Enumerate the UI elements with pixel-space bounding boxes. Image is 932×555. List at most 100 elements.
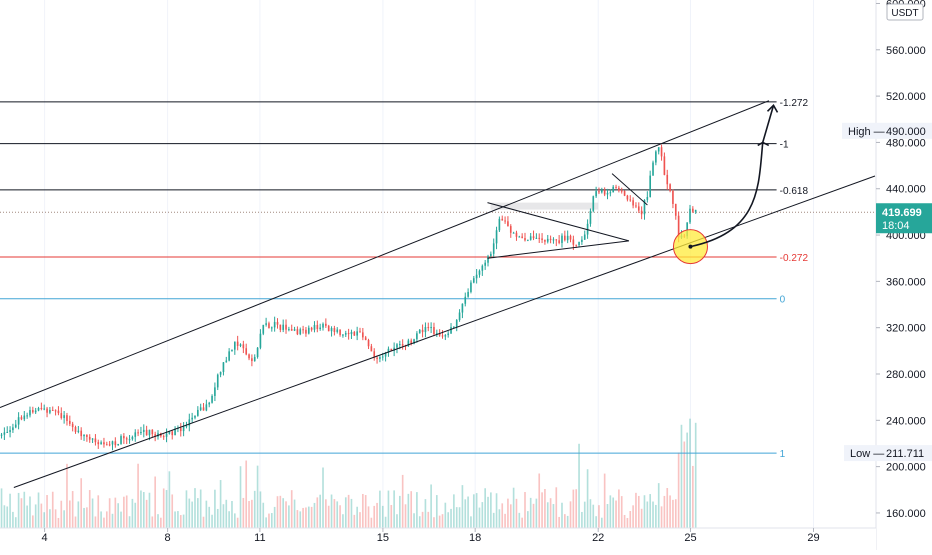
- candle-body: [83, 434, 85, 437]
- candle-body: [581, 239, 583, 242]
- candle-body: [14, 424, 17, 428]
- volume-bar: [208, 506, 211, 528]
- candle-body: [111, 441, 114, 445]
- volume-bar: [162, 488, 165, 528]
- candle-body: [3, 432, 6, 435]
- time-tick-label: 18: [469, 532, 481, 544]
- candle-body: [228, 351, 230, 361]
- candle-body: [202, 407, 205, 411]
- volume-bar: [114, 497, 117, 528]
- price-tick-label: 360.000: [886, 276, 926, 288]
- candle-body: [629, 199, 632, 201]
- volume-bar: [353, 514, 356, 528]
- volume-bar: [569, 501, 572, 528]
- volume-bar: [177, 511, 179, 528]
- volume-bar: [370, 517, 373, 528]
- volume-bar: [134, 502, 137, 528]
- volume-bar: [629, 510, 632, 528]
- volume-bar: [66, 463, 68, 528]
- candle-body: [615, 186, 617, 188]
- volume-bar: [199, 489, 202, 528]
- volume-bar: [282, 498, 285, 528]
- bar-countdown: 18:04: [882, 220, 910, 232]
- volume-bar: [686, 432, 688, 528]
- volume-bar: [618, 489, 620, 528]
- candle-body: [248, 354, 250, 359]
- volume-bar: [6, 506, 9, 528]
- low-marker-box[interactable]: [844, 445, 932, 462]
- volume-bar: [228, 511, 230, 528]
- triangle-pattern: [487, 202, 630, 259]
- volume-bar: [364, 495, 367, 528]
- candle-body: [12, 427, 14, 431]
- volume-bar: [424, 499, 427, 528]
- candle-body: [191, 417, 193, 420]
- candle-body: [316, 324, 319, 330]
- candle-body: [373, 351, 376, 358]
- quote-currency-badge[interactable]: USDT: [886, 3, 924, 21]
- candle-body: [214, 387, 216, 396]
- volume-bar: [438, 515, 441, 528]
- fib-level-label: -1: [780, 140, 789, 151]
- candle-body: [253, 357, 256, 362]
- volume-bar: [305, 507, 307, 528]
- volume-bar: [23, 491, 26, 528]
- candle-body: [447, 333, 450, 336]
- volume-bar: [612, 497, 615, 528]
- volume-bar: [478, 507, 481, 528]
- price-tick-label: 440.000: [886, 184, 926, 196]
- volume-bar: [410, 491, 413, 528]
- volume-bar: [225, 499, 228, 528]
- volume-bar: [652, 501, 654, 528]
- candle-body: [487, 256, 489, 263]
- candle-body: [26, 415, 28, 417]
- volume-bar: [194, 488, 196, 528]
- candle-body: [603, 190, 606, 195]
- volume-bar: [103, 517, 105, 528]
- candle-body: [276, 321, 279, 325]
- candle-body: [458, 312, 461, 321]
- candle-body: [572, 239, 575, 245]
- volume-bar: [333, 499, 336, 528]
- candle-body: [74, 427, 77, 432]
- candle-body: [669, 184, 671, 191]
- candle-body: [686, 222, 688, 237]
- candle-body: [288, 329, 290, 331]
- volume-bar: [393, 490, 395, 528]
- candle-body: [114, 441, 117, 446]
- candle-body: [595, 191, 597, 197]
- candle-body: [20, 417, 23, 420]
- volume-bar: [487, 496, 489, 528]
- candle-body: [606, 192, 609, 195]
- candle-body: [555, 239, 558, 241]
- high-marker-label: High —: [848, 126, 885, 138]
- volume-bar: [32, 515, 34, 528]
- candle-body: [692, 208, 694, 212]
- volume-bar: [390, 504, 393, 528]
- volume-bar: [313, 502, 316, 528]
- volume-bar: [100, 511, 102, 528]
- volume-bar: [111, 513, 114, 528]
- volume-bar: [276, 496, 279, 528]
- volume-bar: [330, 494, 333, 528]
- candle-body: [17, 417, 20, 425]
- candle-body: [677, 215, 680, 238]
- candle-body: [231, 349, 233, 352]
- candle-body: [179, 427, 182, 432]
- candle-body: [222, 362, 225, 372]
- volume-bar: [620, 496, 623, 528]
- volume-bar: [63, 510, 65, 528]
- volume-bar: [259, 491, 262, 528]
- candle-body: [509, 226, 512, 233]
- candle-body: [77, 430, 80, 432]
- last-price-box[interactable]: [876, 203, 932, 234]
- volume-bar: [581, 511, 583, 528]
- candle-body: [165, 433, 168, 437]
- candle-body: [279, 324, 282, 330]
- high-marker-box[interactable]: [842, 122, 932, 139]
- volume-bar: [592, 504, 595, 528]
- candle-body: [549, 238, 552, 240]
- candle-body: [188, 419, 191, 426]
- volume-bar: [481, 502, 484, 528]
